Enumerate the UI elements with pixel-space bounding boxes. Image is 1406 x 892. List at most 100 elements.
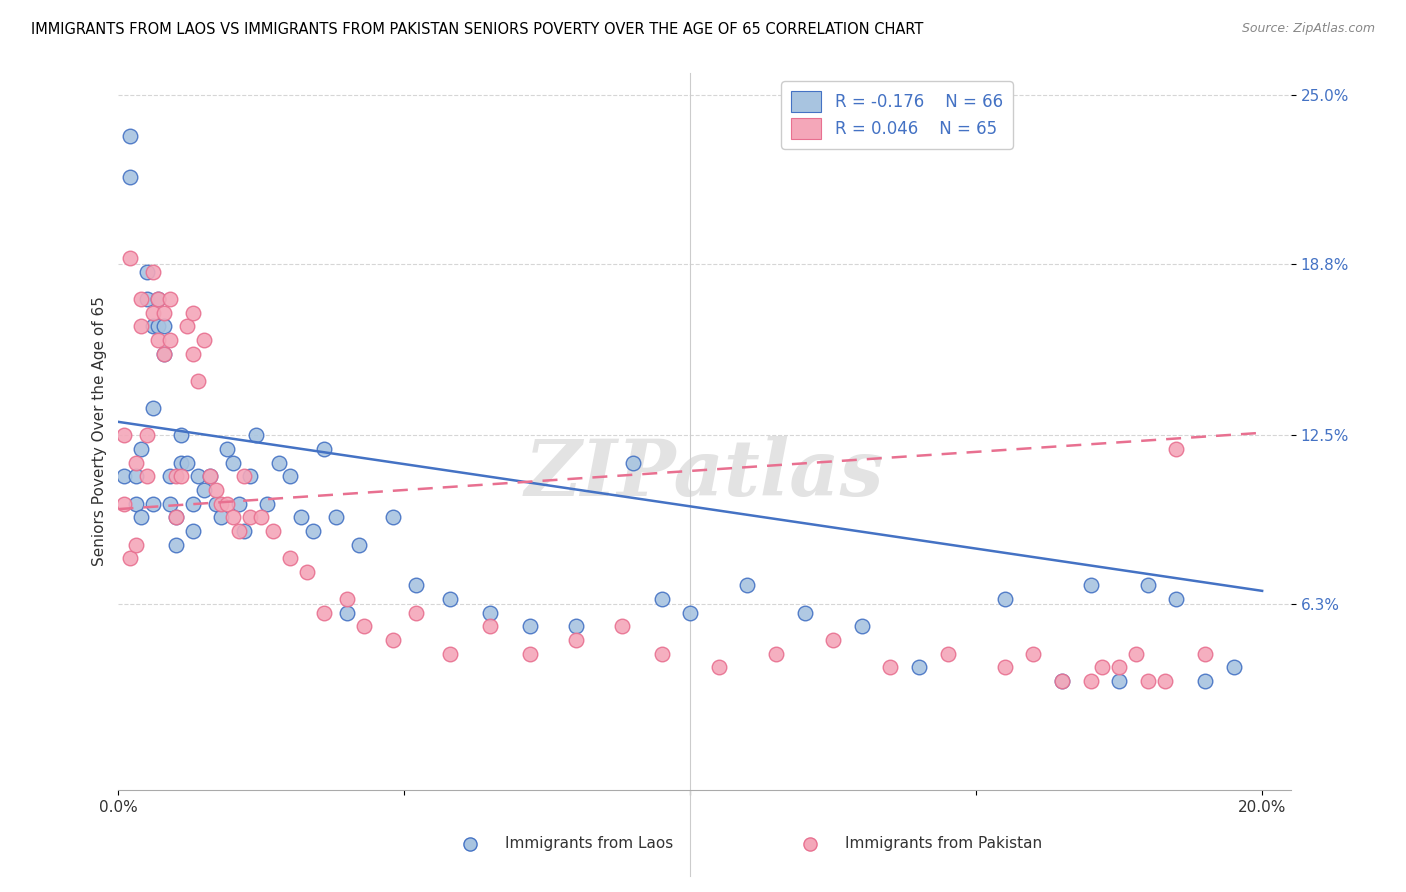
Point — [176, 456, 198, 470]
Point — [347, 537, 370, 551]
Point — [181, 524, 204, 538]
Point — [233, 469, 256, 483]
Point — [148, 333, 170, 347]
Point — [737, 578, 759, 592]
Point — [267, 456, 290, 470]
Point — [439, 647, 461, 661]
Point — [336, 606, 359, 620]
Point — [209, 497, 232, 511]
Point — [679, 606, 702, 620]
Point — [262, 524, 284, 538]
Point — [112, 428, 135, 442]
Point — [131, 510, 153, 524]
Point — [278, 551, 301, 566]
Point — [1166, 442, 1188, 457]
Point — [124, 537, 146, 551]
Point — [1050, 673, 1073, 688]
Point — [565, 619, 588, 633]
Point — [118, 252, 141, 266]
Point — [222, 510, 245, 524]
Point — [994, 660, 1017, 674]
Point — [479, 606, 502, 620]
Point — [131, 442, 153, 457]
Point — [142, 401, 165, 416]
Point — [187, 469, 209, 483]
Point — [124, 497, 146, 511]
Point — [245, 428, 267, 442]
Point — [118, 128, 141, 143]
Point — [405, 578, 427, 592]
Point — [336, 592, 359, 607]
Point — [1154, 673, 1177, 688]
Point — [136, 292, 159, 306]
Point — [479, 619, 502, 633]
Point — [165, 510, 187, 524]
Point — [217, 442, 239, 457]
Point — [1022, 647, 1045, 661]
Point — [256, 497, 278, 511]
Point — [209, 510, 232, 524]
Point — [136, 469, 159, 483]
Point — [314, 442, 336, 457]
Point — [181, 306, 204, 320]
Point — [159, 497, 181, 511]
Point — [1108, 673, 1130, 688]
Point — [142, 265, 165, 279]
Point — [153, 319, 176, 334]
Point — [295, 565, 318, 579]
Point — [519, 647, 541, 661]
Point — [142, 497, 165, 511]
Point — [153, 306, 176, 320]
Point — [165, 510, 187, 524]
Point — [159, 469, 181, 483]
Point — [302, 524, 325, 538]
Point — [793, 606, 815, 620]
Point — [879, 660, 901, 674]
Point — [1136, 673, 1159, 688]
Text: Immigrants from Laos: Immigrants from Laos — [505, 836, 673, 851]
Point — [621, 456, 644, 470]
Point — [228, 524, 250, 538]
Point — [170, 428, 193, 442]
Point — [1108, 660, 1130, 674]
Point — [233, 524, 256, 538]
Point — [439, 592, 461, 607]
Point — [181, 497, 204, 511]
Point — [1194, 673, 1216, 688]
Point — [610, 619, 633, 633]
Point — [222, 456, 245, 470]
Point — [131, 292, 153, 306]
Point — [148, 292, 170, 306]
Point — [314, 606, 336, 620]
Point — [148, 319, 170, 334]
Legend: R = -0.176    N = 66, R = 0.046    N = 65: R = -0.176 N = 66, R = 0.046 N = 65 — [782, 81, 1012, 149]
Point — [118, 169, 141, 184]
Point — [325, 510, 347, 524]
Point — [707, 660, 730, 674]
Point — [217, 497, 239, 511]
Point — [193, 333, 215, 347]
Point — [1166, 592, 1188, 607]
Point — [136, 265, 159, 279]
Point — [239, 469, 262, 483]
Point — [851, 619, 873, 633]
Point — [198, 469, 221, 483]
Point — [239, 510, 262, 524]
Point — [765, 647, 787, 661]
Point — [118, 551, 141, 566]
Point — [187, 374, 209, 388]
Point — [124, 469, 146, 483]
Point — [204, 497, 226, 511]
Point — [651, 647, 673, 661]
Text: Source: ZipAtlas.com: Source: ZipAtlas.com — [1241, 22, 1375, 36]
Point — [142, 319, 165, 334]
Y-axis label: Seniors Poverty Over the Age of 65: Seniors Poverty Over the Age of 65 — [93, 296, 107, 566]
Point — [170, 456, 193, 470]
Point — [124, 456, 146, 470]
Point — [153, 347, 176, 361]
Point — [112, 497, 135, 511]
Point — [1091, 660, 1114, 674]
Text: Immigrants from Pakistan: Immigrants from Pakistan — [845, 836, 1042, 851]
Point — [204, 483, 226, 497]
Point — [823, 632, 845, 647]
